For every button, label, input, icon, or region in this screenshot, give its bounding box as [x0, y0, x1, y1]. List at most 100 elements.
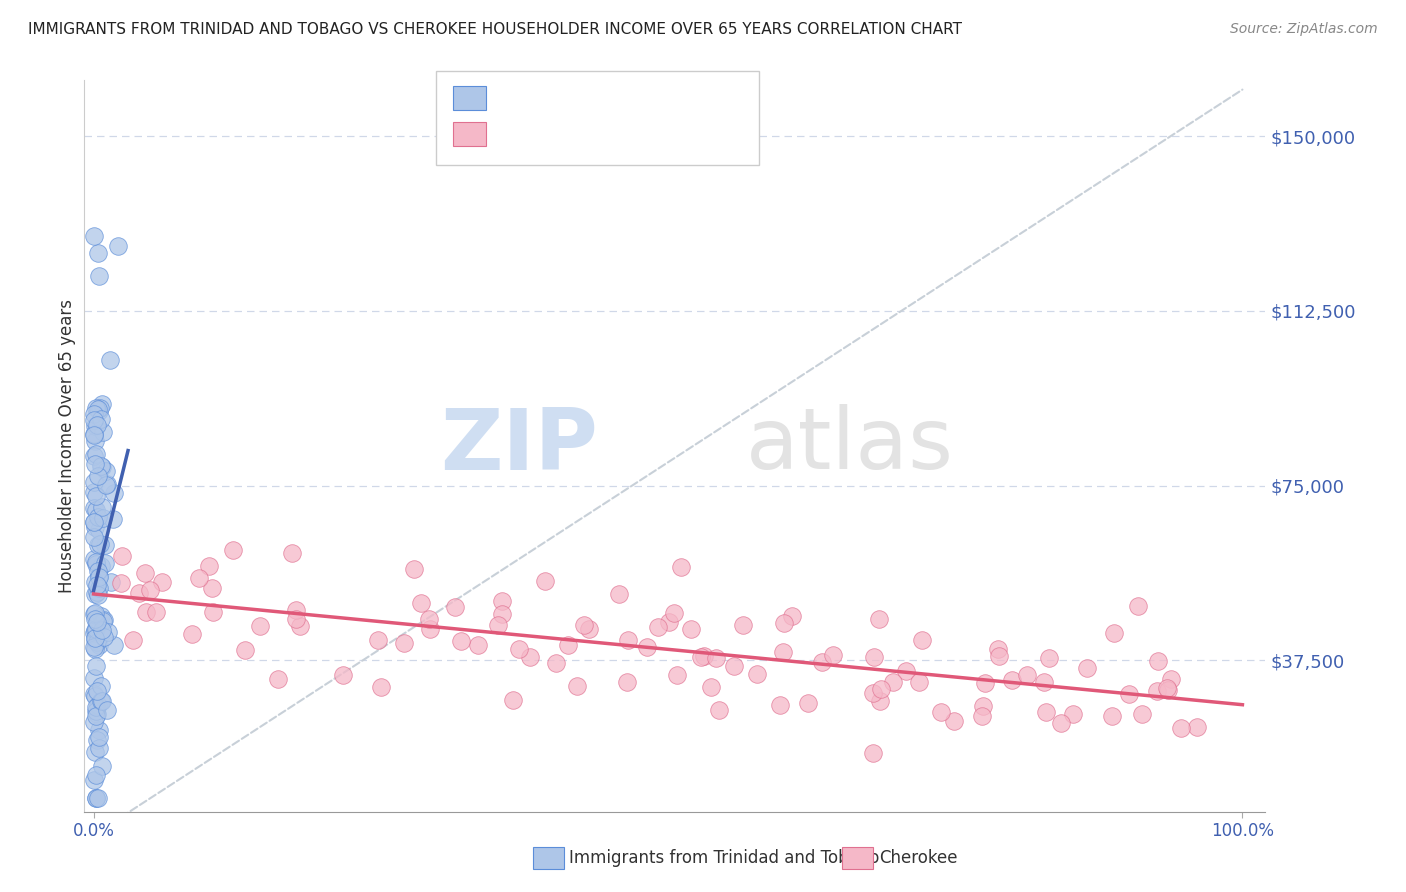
- Point: [98, 353, 121, 368]
- Point: [86, 706, 108, 721]
- Point: [745, 667, 768, 681]
- Point: [285, 603, 308, 617]
- Point: [128, 585, 150, 599]
- Point: [91, 623, 114, 637]
- Point: [84, 632, 107, 647]
- Point: [201, 605, 224, 619]
- Point: [83, 687, 105, 701]
- Point: [882, 675, 904, 690]
- Point: [90, 608, 112, 623]
- Point: [145, 605, 167, 619]
- Point: [84, 622, 107, 636]
- Text: IMMIGRANTS FROM TRINIDAD AND TOBAGO VS CHEROKEE HOUSEHOLDER INCOME OVER 65 YEARS: IMMIGRANTS FROM TRINIDAD AND TOBAGO VS C…: [28, 22, 962, 37]
- Point: [86, 578, 108, 592]
- Point: [110, 575, 132, 590]
- Point: [1170, 721, 1192, 735]
- Point: [86, 790, 108, 805]
- Y-axis label: Householder Income Over 65 years: Householder Income Over 65 years: [58, 299, 76, 593]
- Point: [91, 614, 114, 628]
- Point: [773, 616, 796, 631]
- Point: [908, 675, 931, 690]
- Point: [972, 699, 994, 714]
- Point: [370, 680, 392, 694]
- Point: [93, 630, 115, 644]
- Point: [94, 556, 117, 570]
- Point: [180, 627, 202, 641]
- Point: [83, 612, 105, 626]
- Point: [83, 449, 105, 463]
- Point: [91, 460, 114, 475]
- Point: [83, 408, 105, 422]
- Point: [332, 668, 354, 682]
- Point: [83, 485, 105, 500]
- Point: [96, 703, 118, 717]
- Point: [419, 622, 441, 636]
- Point: [84, 790, 107, 805]
- Point: [486, 617, 509, 632]
- Point: [233, 643, 256, 657]
- Point: [84, 606, 107, 620]
- Point: [1118, 687, 1140, 701]
- Point: [90, 412, 112, 426]
- Point: [139, 583, 162, 598]
- Text: R =: R =: [496, 89, 536, 107]
- Point: [84, 709, 107, 723]
- Point: [90, 694, 112, 708]
- Point: [83, 426, 105, 441]
- Point: [929, 706, 952, 720]
- Point: [519, 650, 541, 665]
- Point: [87, 401, 110, 416]
- Point: [367, 632, 389, 647]
- Text: 107: 107: [634, 89, 668, 107]
- Point: [862, 747, 884, 761]
- Point: [706, 651, 728, 665]
- Point: [83, 418, 105, 433]
- Point: [1032, 675, 1054, 690]
- Point: [87, 582, 110, 596]
- Point: [1050, 716, 1073, 731]
- Text: Cherokee: Cherokee: [879, 849, 957, 867]
- Point: [86, 635, 108, 649]
- Text: atlas: atlas: [745, 404, 953, 488]
- Point: [1146, 684, 1168, 698]
- Point: [90, 694, 112, 708]
- Point: [1001, 673, 1024, 687]
- Point: [90, 679, 112, 693]
- Point: [91, 500, 114, 514]
- Point: [1062, 707, 1084, 722]
- Point: [658, 615, 681, 629]
- Point: [546, 656, 568, 670]
- Point: [101, 511, 124, 525]
- Point: [1015, 668, 1038, 682]
- Point: [1185, 720, 1208, 734]
- Point: [84, 768, 107, 782]
- Point: [249, 618, 271, 632]
- Point: [93, 613, 115, 627]
- Point: [84, 659, 107, 673]
- Point: [681, 622, 703, 636]
- Point: [83, 530, 105, 544]
- Point: [89, 570, 111, 584]
- Point: [103, 485, 125, 500]
- Point: [578, 622, 600, 636]
- Text: N =: N =: [588, 89, 640, 107]
- Point: [87, 538, 110, 552]
- Point: [83, 623, 105, 637]
- Point: [84, 704, 107, 718]
- Point: [1101, 709, 1123, 723]
- Point: [83, 228, 105, 243]
- Point: [987, 641, 1010, 656]
- Point: [87, 510, 110, 524]
- Point: [285, 612, 308, 626]
- Point: [669, 559, 692, 574]
- Point: [894, 665, 917, 679]
- Point: [122, 633, 145, 648]
- Point: [780, 608, 803, 623]
- Point: [83, 520, 105, 534]
- Point: [636, 640, 658, 655]
- Point: [692, 648, 714, 663]
- Point: [987, 649, 1010, 664]
- Point: [83, 412, 105, 426]
- Point: [1160, 672, 1182, 686]
- Point: [89, 537, 111, 551]
